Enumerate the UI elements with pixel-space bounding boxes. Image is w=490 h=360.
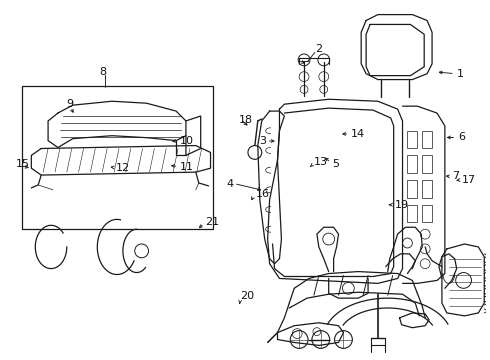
Text: 4: 4 [227, 179, 234, 189]
Text: 18: 18 [239, 115, 253, 125]
Text: 9: 9 [67, 99, 74, 109]
Text: 3: 3 [260, 136, 267, 146]
Text: 16: 16 [256, 189, 270, 199]
Text: 13: 13 [314, 157, 328, 167]
Text: 8: 8 [99, 67, 106, 77]
Text: 17: 17 [462, 175, 476, 185]
Text: 2: 2 [315, 44, 322, 54]
Text: 15: 15 [16, 159, 30, 169]
Text: 19: 19 [394, 200, 409, 210]
Text: 21: 21 [205, 217, 220, 227]
Text: 6: 6 [458, 132, 465, 143]
Text: 7: 7 [452, 171, 460, 181]
Bar [22, 86, 214, 229]
Text: 20: 20 [240, 291, 254, 301]
Text: 14: 14 [351, 129, 365, 139]
Text: 5: 5 [332, 159, 339, 169]
Bar [408, 180, 417, 198]
Text: 11: 11 [180, 162, 194, 171]
Bar [408, 156, 417, 173]
Text: 1: 1 [457, 69, 464, 79]
Bar [422, 180, 432, 198]
Bar [422, 156, 432, 173]
Bar [422, 204, 432, 222]
Bar [408, 131, 417, 148]
Text: 12: 12 [116, 163, 130, 172]
Bar [422, 131, 432, 148]
Text: 10: 10 [180, 136, 194, 146]
Bar [408, 204, 417, 222]
